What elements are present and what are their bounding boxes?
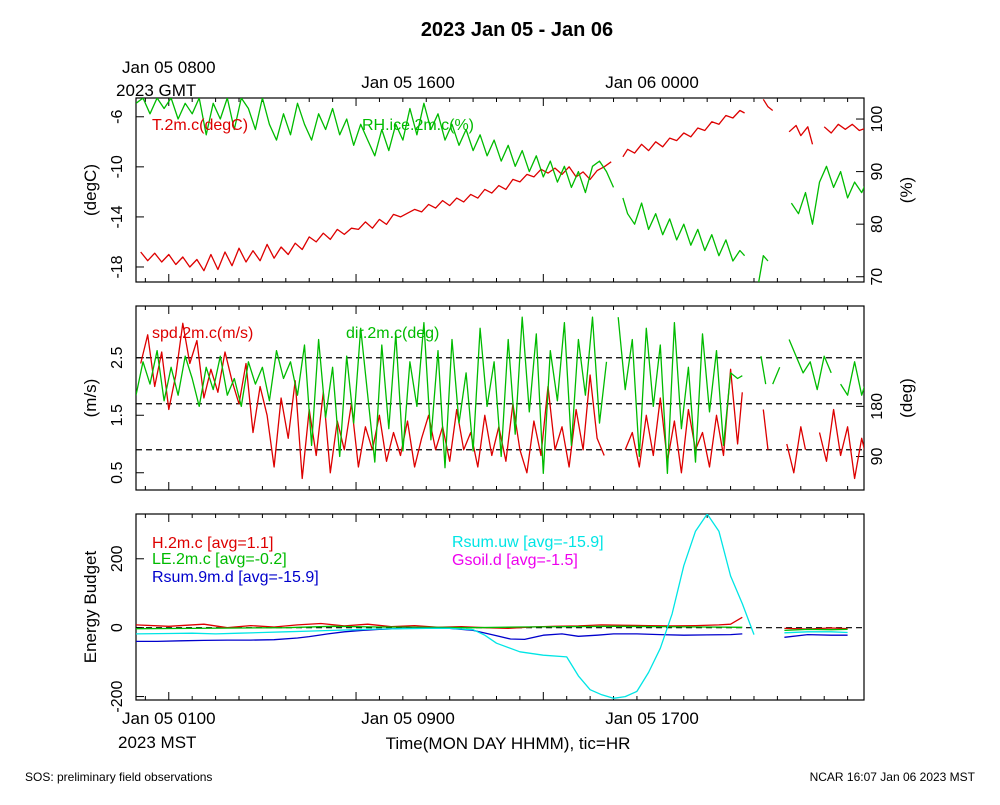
y-tick-label-left: 0.5 bbox=[109, 462, 126, 484]
y-tick-label-left: -10 bbox=[109, 155, 126, 178]
series-line-spd-2m-c-m-s- bbox=[818, 408, 864, 480]
series-group bbox=[136, 316, 1000, 480]
legend-entry-gsoil-d: Gsoil.d [avg=-1.5] bbox=[452, 552, 578, 569]
y-tick-label-left: -14 bbox=[109, 205, 126, 228]
series-line-rsum-9m-d bbox=[784, 633, 848, 638]
series-line-h-2m-c bbox=[876, 626, 937, 628]
series-line-spd-2m-c-m-s- bbox=[955, 341, 1000, 473]
series-line-t-2m-c-degc- bbox=[762, 98, 774, 112]
series-line-rh-ice-2m-c- bbox=[758, 255, 769, 282]
series-line-dir-2m-c-deg- bbox=[840, 361, 864, 396]
top-tick-label-2: Jan 06 0000 bbox=[605, 73, 699, 92]
series-line-spd-2m-c-m-s- bbox=[762, 409, 769, 450]
plot-frame bbox=[135, 97, 865, 283]
series-line-spd-2m-c-m-s- bbox=[140, 322, 605, 480]
panel-wind: 0.5 1.5 2.5 (m/s) 90 180 (deg) spd.2m.c(m/s) dir… bbox=[81, 305, 1000, 491]
y-axis-label-right: (%) bbox=[897, 177, 916, 203]
series-line-spd-2m-c-m-s- bbox=[786, 426, 807, 474]
bottom-start-date: Jan 05 0100 bbox=[122, 709, 216, 728]
legend-entry-dir-2m-c-deg-: dir.2m.c(deg) bbox=[346, 325, 439, 342]
series-line-dir-2m-c-deg- bbox=[772, 367, 781, 385]
series-line-rsum-9m-d bbox=[876, 634, 937, 635]
legend-entry-rh-ice-2m-c-: RH.ice.2m.c(%) bbox=[362, 117, 474, 134]
series-line-t-2m-c-degc- bbox=[622, 109, 745, 158]
bottom-tick-label-2: Jan 05 1700 bbox=[605, 709, 699, 728]
bottom-tick-label-1: Jan 05 0900 bbox=[361, 709, 455, 728]
series-line-rh-ice-2m-c- bbox=[136, 98, 615, 194]
y-tick-label-right: 90 bbox=[869, 163, 886, 181]
series-line-t-2m-c-degc- bbox=[955, 136, 1000, 149]
y-axis-label-right: (deg) bbox=[897, 378, 916, 418]
series-line-t-2m-c-degc- bbox=[788, 124, 814, 145]
y-tick-label-right: 180 bbox=[869, 393, 886, 420]
legend-entry-le-2m-c: LE.2m.c [avg=-0.2] bbox=[152, 551, 287, 568]
series-line-le-2m-c bbox=[784, 628, 848, 632]
y-tick-label-right: 100 bbox=[869, 106, 886, 133]
series-line-h-2m-c bbox=[784, 627, 848, 630]
plot-frame bbox=[135, 513, 865, 701]
y-tick-label-right: 70 bbox=[869, 268, 886, 286]
series-line-rh-ice-2m-c- bbox=[622, 197, 746, 262]
footer-right: NCAR 16:07 Jan 06 2023 MST bbox=[810, 770, 976, 784]
top-start-date: Jan 05 0800 bbox=[122, 58, 216, 77]
y-tick-label-left: 0 bbox=[109, 623, 126, 632]
x-axis-label: Time(MON DAY HHMM), tic=HR bbox=[386, 734, 631, 753]
series-line-rsum-uw bbox=[876, 632, 937, 634]
series-line-t-2m-c-degc- bbox=[140, 161, 612, 272]
series-line-rsum-9m-d bbox=[136, 627, 743, 643]
legend-entry-rsum-9m-d: Rsum.9m.d [avg=-15.9] bbox=[152, 569, 319, 586]
footer-left: SOS: preliminary field observations bbox=[25, 770, 212, 784]
y-tick-label-left: -200 bbox=[109, 680, 126, 712]
series-line-rsum-uw bbox=[136, 514, 755, 699]
series-line-dir-2m-c-deg- bbox=[760, 356, 767, 385]
plot-frame bbox=[135, 305, 865, 491]
series-line-le-2m-c bbox=[965, 629, 1000, 632]
series-line-t-2m-c-degc- bbox=[885, 136, 934, 150]
y-tick-label-left: 2.5 bbox=[109, 347, 126, 369]
legend-entry-h-2m-c: H.2m.c [avg=1.1] bbox=[152, 535, 273, 552]
top-start-zone: 2023 GMT bbox=[116, 81, 196, 100]
series-line-dir-2m-c-deg- bbox=[617, 317, 743, 474]
series-line-le-2m-c bbox=[136, 625, 743, 630]
series-line-rsum-uw bbox=[784, 631, 848, 634]
series-line-dir-2m-c-deg- bbox=[136, 316, 608, 474]
y-tick-label-left: 1.5 bbox=[109, 404, 126, 426]
y-tick-label-left: -6 bbox=[109, 110, 126, 124]
series-line-h-2m-c bbox=[965, 625, 1000, 629]
panel-energy-budget: -200 0 200 Energy Budget H.2m.c [avg=1.1]LE.… bbox=[81, 513, 1000, 713]
panel-temperature-humidity: -18 -14 -10 -6 (degC) 70 80 90 100 (%) T.2m.c(degC… bbox=[81, 97, 1000, 286]
series-group bbox=[136, 98, 1000, 282]
legend-entry-spd-2m-c-m-s-: spd.2m.c(m/s) bbox=[152, 325, 253, 342]
series-line-spd-2m-c-m-s- bbox=[624, 368, 743, 474]
series-line-dir-2m-c-deg- bbox=[788, 339, 832, 391]
y-tick-label-left: -18 bbox=[109, 255, 126, 278]
bottom-start-zone: 2023 MST bbox=[118, 733, 196, 752]
y-axis-label-left: (degC) bbox=[81, 164, 100, 216]
series-line-rsum-9m-d bbox=[965, 632, 1000, 638]
series-line-rh-ice-2m-c- bbox=[972, 119, 1000, 187]
y-tick-label-right: 90 bbox=[869, 448, 886, 466]
series-line-dir-2m-c-deg- bbox=[958, 328, 1000, 462]
series-line-rh-ice-2m-c- bbox=[790, 165, 864, 225]
y-axis-label-left: (m/s) bbox=[81, 379, 100, 418]
series-line-h-2m-c bbox=[136, 616, 743, 630]
y-axis-label-left: Energy Budget bbox=[81, 550, 100, 663]
y-tick-label-right: 80 bbox=[869, 215, 886, 233]
top-tick-label-1: Jan 05 1600 bbox=[361, 73, 455, 92]
legend-entry-rsum-uw: Rsum.uw [avg=-15.9] bbox=[452, 534, 604, 551]
series-line-rsum-uw bbox=[965, 631, 1000, 636]
series-line-rh-ice-2m-c- bbox=[885, 130, 955, 167]
series-line-t-2m-c-degc- bbox=[823, 123, 864, 134]
series-line-le-2m-c bbox=[876, 629, 937, 630]
y-tick-label-left: 200 bbox=[109, 545, 126, 572]
series-group bbox=[136, 514, 1000, 699]
figure-title: 2023 Jan 05 - Jan 06 bbox=[421, 19, 613, 41]
legend-entry-t-2m-c-degc-: T.2m.c(degC) bbox=[152, 117, 248, 134]
